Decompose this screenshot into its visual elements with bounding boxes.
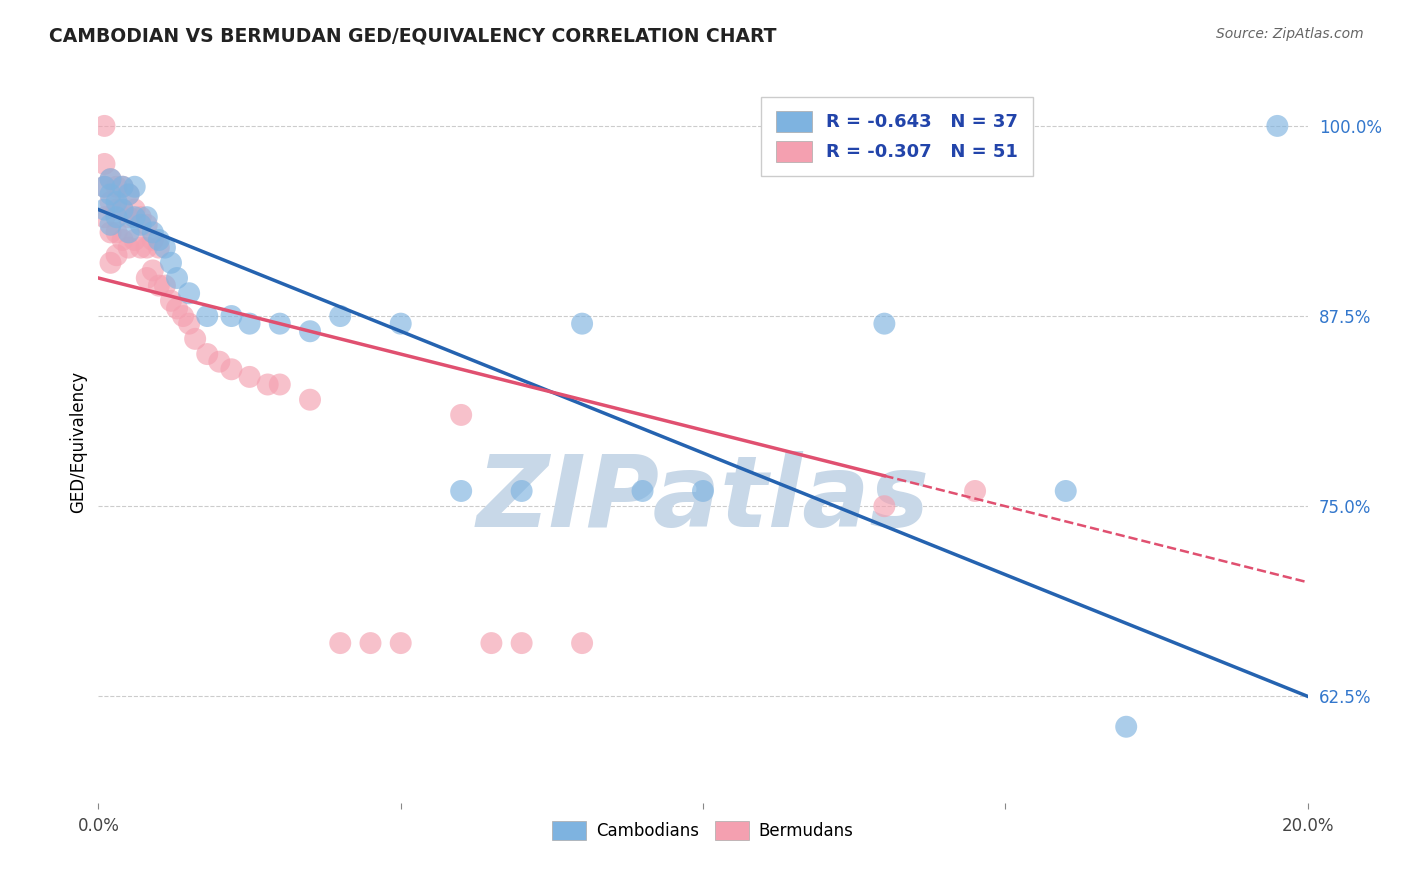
Point — [111, 202, 134, 217]
Point — [100, 187, 122, 202]
Point — [239, 370, 262, 384]
Point — [166, 271, 188, 285]
Point — [160, 256, 183, 270]
Point — [965, 483, 987, 498]
Point — [510, 636, 533, 650]
Point — [142, 226, 165, 240]
Point — [299, 392, 322, 407]
Point — [329, 636, 352, 650]
Point — [100, 194, 122, 209]
Point — [208, 354, 231, 368]
Point — [105, 226, 128, 240]
Point — [1054, 483, 1077, 498]
Point — [148, 233, 170, 247]
Point — [100, 256, 122, 270]
Point — [105, 202, 128, 217]
Point — [100, 172, 122, 186]
Point — [111, 179, 134, 194]
Point — [124, 202, 146, 217]
Point — [105, 248, 128, 262]
Point — [124, 233, 146, 247]
Point — [118, 187, 141, 202]
Point — [256, 377, 278, 392]
Point — [299, 324, 322, 338]
Point — [135, 241, 157, 255]
Point — [389, 317, 412, 331]
Point — [1115, 720, 1137, 734]
Point — [269, 377, 291, 392]
Point — [631, 483, 654, 498]
Point — [571, 636, 593, 650]
Point — [873, 317, 896, 331]
Text: CAMBODIAN VS BERMUDAN GED/EQUIVALENCY CORRELATION CHART: CAMBODIAN VS BERMUDAN GED/EQUIVALENCY CO… — [49, 27, 776, 45]
Point — [142, 263, 165, 277]
Point — [93, 179, 115, 194]
Point — [124, 210, 146, 224]
Y-axis label: GED/Equivalency: GED/Equivalency — [69, 370, 87, 513]
Point — [153, 241, 176, 255]
Point — [100, 218, 122, 232]
Point — [166, 301, 188, 316]
Point — [111, 233, 134, 247]
Point — [105, 210, 128, 224]
Point — [129, 218, 152, 232]
Point — [1267, 119, 1289, 133]
Point — [148, 278, 170, 293]
Point — [100, 226, 122, 240]
Point — [510, 483, 533, 498]
Point — [105, 194, 128, 209]
Point — [118, 187, 141, 202]
Text: ZIPatlas: ZIPatlas — [477, 450, 929, 548]
Point — [135, 271, 157, 285]
Point — [239, 317, 262, 331]
Point — [329, 309, 352, 323]
Point — [93, 157, 115, 171]
Point — [269, 317, 291, 331]
Point — [184, 332, 207, 346]
Point — [692, 483, 714, 498]
Point — [135, 210, 157, 224]
Point — [389, 636, 412, 650]
Legend: Cambodians, Bermudans: Cambodians, Bermudans — [544, 813, 862, 848]
Point — [100, 172, 122, 186]
Point — [148, 241, 170, 255]
Point — [124, 179, 146, 194]
Point — [450, 483, 472, 498]
Point — [195, 309, 218, 323]
Point — [172, 309, 194, 323]
Point — [360, 636, 382, 650]
Point — [221, 309, 243, 323]
Point — [153, 278, 176, 293]
Point — [111, 179, 134, 194]
Point — [129, 210, 152, 224]
Point — [179, 286, 201, 301]
Point — [111, 202, 134, 217]
Point — [481, 636, 503, 650]
Point — [873, 499, 896, 513]
Point — [93, 119, 115, 133]
Point — [179, 317, 201, 331]
Point — [118, 241, 141, 255]
Point — [195, 347, 218, 361]
Point — [93, 210, 115, 224]
Point — [105, 179, 128, 194]
Text: Source: ZipAtlas.com: Source: ZipAtlas.com — [1216, 27, 1364, 41]
Point — [135, 218, 157, 232]
Point — [450, 408, 472, 422]
Point — [118, 210, 141, 224]
Point — [221, 362, 243, 376]
Point — [93, 179, 115, 194]
Point — [118, 226, 141, 240]
Point — [160, 293, 183, 308]
Point — [129, 241, 152, 255]
Point — [571, 317, 593, 331]
Point — [93, 202, 115, 217]
Point — [142, 233, 165, 247]
